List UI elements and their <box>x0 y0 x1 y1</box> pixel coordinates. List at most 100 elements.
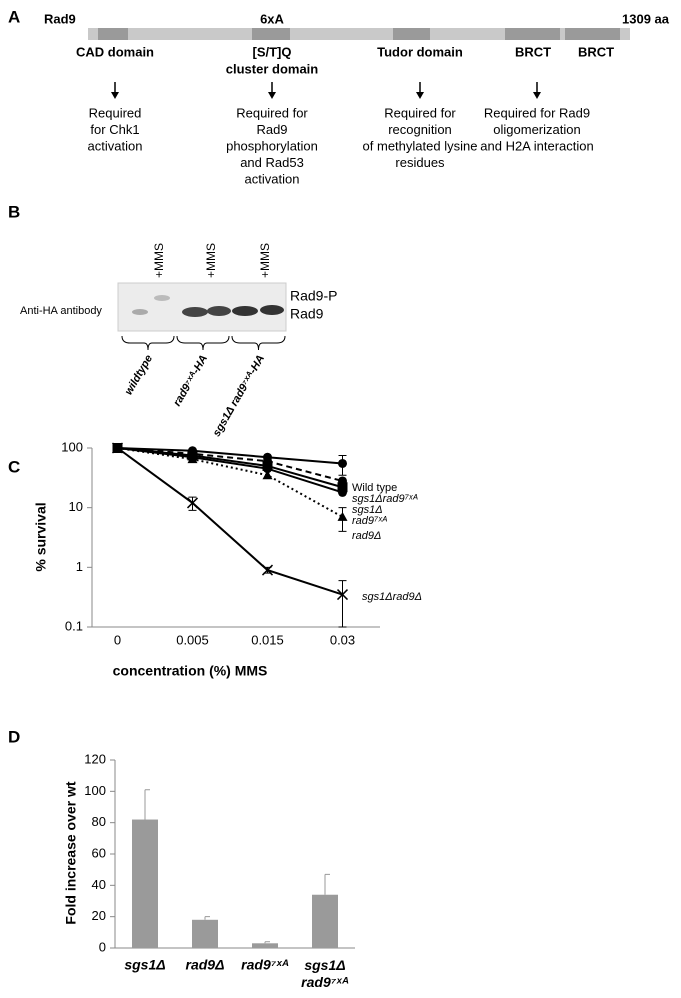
x-tick-label: rad9Δ <box>186 957 225 973</box>
series-label: sgs1Δ <box>352 504 383 516</box>
bracket <box>231 335 286 351</box>
y-tick-label: 100 <box>61 439 83 454</box>
blot-band <box>154 295 170 301</box>
y-tick-label: 80 <box>92 814 106 829</box>
domain-function: residues <box>395 155 445 170</box>
y-tick-label: 0.1 <box>65 618 83 633</box>
marker <box>187 454 198 464</box>
y-tick-label: 20 <box>92 908 106 923</box>
protein-length: 1309 aa <box>622 11 670 26</box>
series-label: sgs1Δrad9⁷ˣᴬ <box>352 493 419 505</box>
y-tick-label: 120 <box>84 751 106 766</box>
error-bar <box>204 916 210 920</box>
y-tick-label: 40 <box>92 877 106 892</box>
error-bar <box>324 873 330 895</box>
x-axis-label: concentration (%) MMS <box>113 663 268 679</box>
y-tick-label: 0 <box>99 939 106 954</box>
marker <box>261 564 274 576</box>
y-axis-label: % survival <box>33 502 49 571</box>
domain-block <box>252 28 290 40</box>
protein-bar <box>88 28 630 40</box>
domain-function: activation <box>245 171 300 186</box>
domain-name: Tudor domain <box>377 44 463 59</box>
strain-label: wildtype <box>123 353 155 397</box>
y-tick-label: 100 <box>84 783 106 798</box>
blot-band <box>132 309 148 315</box>
domain-function: for Chk1 <box>90 122 139 137</box>
bar <box>132 819 158 948</box>
domain-function: and H2A interaction <box>480 138 593 153</box>
panel-letter: A <box>8 7 20 26</box>
bracket <box>176 335 230 351</box>
series-line <box>117 447 343 494</box>
bar <box>192 919 218 948</box>
bar <box>312 894 338 948</box>
bar <box>252 943 278 948</box>
x-tick-label: rad9⁷ˣᴬ <box>241 957 289 973</box>
domain-function: Required for <box>384 105 456 120</box>
marker <box>263 464 272 474</box>
panel-letter: C <box>8 457 20 476</box>
domain-block <box>393 28 430 40</box>
domain-function: phosphorylation <box>226 138 318 153</box>
series-label: rad9Δ <box>352 530 381 542</box>
series-label: rad9⁷ˣᴬ <box>352 515 388 527</box>
x-tick-label: sgs1Δ <box>124 957 165 973</box>
error-bar <box>338 580 347 628</box>
motif-label: 6xA <box>260 11 284 26</box>
domain-name: CAD domain <box>76 44 154 59</box>
y-tick-label: 60 <box>92 845 106 860</box>
series-label: sgs1Δrad9Δ <box>362 591 422 603</box>
domain-function: oligomerization <box>493 122 580 137</box>
domain-function: Required for <box>236 105 308 120</box>
blot-band <box>232 306 258 316</box>
band-label: Rad9-P <box>290 288 337 304</box>
y-tick-label: 1 <box>76 559 83 574</box>
error-bar <box>264 941 270 944</box>
series-label: Wild type <box>352 482 397 494</box>
marker <box>111 442 124 454</box>
x-tick-label: 0.03 <box>330 632 355 647</box>
treatment-label: +MMS <box>152 243 166 278</box>
arrow-head <box>533 92 541 99</box>
marker <box>338 458 347 468</box>
series-line <box>117 447 343 482</box>
marker <box>262 470 273 480</box>
arrow-head <box>416 92 424 99</box>
domain-function: activation <box>88 138 143 153</box>
marker <box>338 487 347 497</box>
domain-block <box>505 28 560 40</box>
series-line <box>117 447 343 465</box>
bracket <box>121 335 175 351</box>
domain-function: of methylated lysine <box>363 138 478 153</box>
marker <box>337 482 348 493</box>
domain-name: cluster domain <box>226 61 319 76</box>
marker <box>336 589 349 601</box>
protein-name: Rad9 <box>44 11 76 26</box>
series-line <box>116 447 343 596</box>
panel-letter: D <box>8 727 20 746</box>
x-tick-label: sgs1Δ rad9⁷ˣᴬ <box>301 957 349 990</box>
series-line <box>117 447 343 518</box>
y-tick-label: 10 <box>69 499 83 514</box>
domain-name: BRCT <box>578 44 614 59</box>
band-label: Rad9 <box>290 306 324 322</box>
domain-function: and Rad53 <box>240 155 304 170</box>
blot <box>117 282 287 332</box>
domain-name: [S/T]Q <box>253 44 292 59</box>
marker <box>337 511 348 521</box>
y-axis-label: Fold increase over wt <box>63 781 79 924</box>
domain-function: Required for Rad9 <box>484 105 590 120</box>
blot-band <box>260 305 284 315</box>
x-tick-label: 0 <box>114 632 121 647</box>
arrow-head <box>268 92 276 99</box>
x-tick-label: 0.005 <box>176 632 209 647</box>
domain-function: recognition <box>388 122 452 137</box>
antibody-label: Anti-HA antibody <box>20 305 102 317</box>
domain-function: Required <box>89 105 142 120</box>
blot-band <box>182 307 208 317</box>
domain-block <box>565 28 620 40</box>
domain-block <box>98 28 128 40</box>
